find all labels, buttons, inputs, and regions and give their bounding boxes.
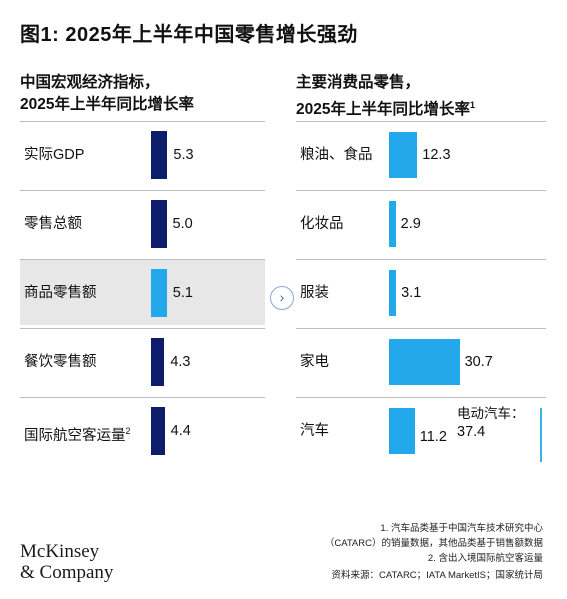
left-category-label: 国际航空客运量2: [24, 398, 131, 464]
right-category-label: 家电: [300, 354, 329, 370]
left-category-label: 零售总额: [24, 191, 82, 257]
right-bar: [389, 270, 397, 316]
left-value-label: 5.0: [172, 216, 193, 232]
left-bar: [151, 407, 165, 455]
left-value-label: 4.3: [170, 354, 191, 370]
right-value-label: 3.1: [401, 285, 422, 301]
logo-line-2: & Company: [20, 562, 114, 583]
left-panel-header: 中国宏观经济指标， 2025年上半年同比增长率: [20, 72, 194, 116]
right-row-0: 粮油、食品 12.3: [296, 121, 546, 187]
right-bar: [389, 132, 418, 178]
right-category-label: 粮油、食品: [300, 147, 373, 163]
right-header-line-2-text: 2025年上半年同比增长率: [296, 101, 470, 119]
right-row-3: 家电 30.7: [296, 328, 546, 394]
right-bar: [389, 339, 460, 385]
right-header-line-2: 2025年上半年同比增长率1: [296, 94, 475, 121]
left-category-text: 零售总额: [24, 216, 82, 232]
right-bar: [389, 408, 415, 454]
right-value-label: 2.9: [400, 216, 421, 232]
right-category-label: 化妆品: [300, 216, 344, 232]
left-bar: [151, 338, 165, 386]
left-bar: [151, 269, 167, 317]
right-panel-header: 主要消费品零售， 2025年上半年同比增长率1: [296, 72, 475, 121]
left-row-2: 商品零售额 5.1: [20, 259, 265, 325]
right-header-line-1: 主要消费品零售，: [296, 74, 421, 91]
right-category-label: 服装: [300, 285, 329, 301]
logo-line-1: McKinsey: [20, 541, 100, 562]
page-title: 图1: 2025年上半年中国零售增长强劲: [20, 24, 358, 46]
macro-indicators-chart: 实际GDP 5.3 零售总额 5.0 商品零售额 5.1 餐饮零售额 4.3 国际航空客运量2 4…: [20, 121, 265, 465]
ev-annotation-value: 37.4: [457, 424, 486, 440]
right-row-1: 化妆品 2.9: [296, 190, 546, 256]
chevron-right-icon[interactable]: ›: [270, 286, 294, 310]
mckinsey-logo: McKinsey & Company: [20, 541, 113, 583]
left-header-line-1: 中国宏观经济指标，: [20, 74, 160, 91]
left-category-text: 餐饮零售额: [24, 354, 97, 370]
right-row-2: 服装 3.1: [296, 259, 546, 325]
left-bar: [151, 131, 168, 179]
left-value-label: 5.1: [172, 285, 193, 301]
right-row-4: 汽车 11.2: [296, 397, 546, 463]
left-category-label: 餐饮零售额: [24, 329, 97, 395]
left-category-text: 商品零售额: [24, 285, 97, 301]
left-category-footnote-mark: 2: [125, 426, 131, 436]
left-category-label: 实际GDP: [24, 122, 84, 188]
source-note: 资料来源：CATARC；IATA MarketIS；国家统计局: [331, 570, 543, 581]
footnote-1a: 1. 汽车品类基于中国汽车技术研究中心: [380, 523, 543, 534]
left-category-text: 实际GDP: [24, 147, 85, 163]
left-category-label: 商品零售额: [24, 260, 97, 326]
right-value-label: 11.2: [419, 429, 447, 445]
consumer-goods-chart: 粮油、食品 12.3 化妆品 2.9 服装 3.1 家电 30.7 汽车 11.2: [296, 121, 546, 465]
footnote-2: 2. 含出入境国际航空客运量: [427, 553, 543, 564]
left-category-text: 国际航空客运量: [24, 427, 126, 444]
left-bar: [151, 200, 167, 248]
left-value-label: 4.4: [170, 423, 191, 439]
ev-annotation-bar: [540, 408, 542, 462]
right-header-footnote-mark: 1: [469, 100, 475, 110]
left-row-0: 实际GDP 5.3: [20, 121, 265, 187]
right-value-label: 30.7: [464, 354, 493, 370]
left-header-line-2: 2025年上半年同比增长率: [20, 96, 194, 113]
right-value-label: 12.3: [422, 147, 451, 163]
footnotes: 1. 汽车品类基于中国汽车技术研究中心 （CATARC）的销量数据，其他品类基于…: [325, 521, 543, 583]
footnote-1b: （CATARC）的销量数据，其他品类基于销售额数据: [324, 538, 543, 549]
left-value-label: 5.3: [173, 147, 194, 163]
left-row-3: 餐饮零售额 4.3: [20, 328, 265, 394]
left-row-4: 国际航空客运量2 4.4: [20, 397, 265, 463]
ev-annotation-label: 电动汽车：: [457, 406, 525, 421]
right-bar: [389, 201, 396, 247]
right-category-label: 汽车: [300, 423, 329, 439]
left-row-1: 零售总额 5.0: [20, 190, 265, 256]
